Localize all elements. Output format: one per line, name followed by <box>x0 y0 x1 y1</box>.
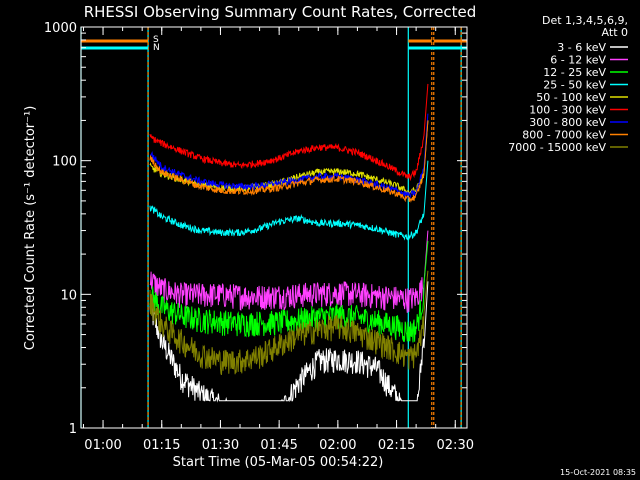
x-tick-label: 01:30 <box>202 438 239 453</box>
legend-entry-label: 12 - 25 keV <box>543 66 606 79</box>
x-tick-label: 01:15 <box>143 438 180 453</box>
legend-header: Det 1,3,4,5,6,9, <box>542 14 628 27</box>
y-tick-label: 10 <box>60 288 77 303</box>
series-line <box>149 281 429 403</box>
x-tick-label: 02:30 <box>437 438 474 453</box>
y-axis: 1 10 100 1000 <box>44 21 467 437</box>
chart-title: RHESSI Observing Summary Count Rates, Co… <box>84 3 477 21</box>
legend-entry-label: 50 - 100 keV <box>536 91 606 104</box>
x-axis: 01:00 01:15 01:30 01:45 02:00 02:15 02:30 <box>82 27 474 453</box>
series-line <box>149 230 429 313</box>
legend-header: Att 0 <box>602 26 628 39</box>
plot-frame <box>80 26 468 429</box>
flag-label: N <box>153 43 160 53</box>
x-tick-label: 02:15 <box>378 438 415 453</box>
flag-layer: SN <box>81 35 467 53</box>
legend-entry-label: 7000 - 15000 keV <box>508 141 606 154</box>
y-tick-label: 100 <box>52 155 77 170</box>
flag-label: S <box>153 35 159 45</box>
series-layer <box>149 83 429 403</box>
y-axis-label: Corrected Count Rate (s⁻¹ detector⁻¹) <box>23 106 38 351</box>
legend-entry-label: 100 - 300 keV <box>529 104 606 117</box>
x-tick-label: 01:45 <box>260 438 297 453</box>
vertical-marker-layer <box>80 27 462 428</box>
x-axis-label: Start Time (05-Mar-05 00:54:22) <box>173 455 384 470</box>
legend-entry-label: 300 - 800 keV <box>529 116 606 129</box>
x-tick-label: 01:00 <box>84 438 121 453</box>
series-line <box>149 113 429 199</box>
legend-entry-label: 3 - 6 keV <box>557 41 606 54</box>
series-line <box>149 160 429 241</box>
legend-entry-label: 25 - 50 keV <box>543 79 606 92</box>
legend-entry-label: 6 - 12 keV <box>550 54 606 67</box>
x-tick-label: 02:00 <box>319 438 356 453</box>
legend-entry-label: 800 - 7000 keV <box>522 129 606 142</box>
y-tick-label: 1000 <box>44 21 77 36</box>
y-tick-label: 1 <box>69 422 77 437</box>
series-line <box>149 120 429 203</box>
series-line <box>149 120 429 196</box>
series-line <box>149 270 429 376</box>
timestamp: 15-Oct-2021 08:35 <box>560 468 636 477</box>
series-line <box>149 241 429 343</box>
series-line <box>149 83 429 182</box>
